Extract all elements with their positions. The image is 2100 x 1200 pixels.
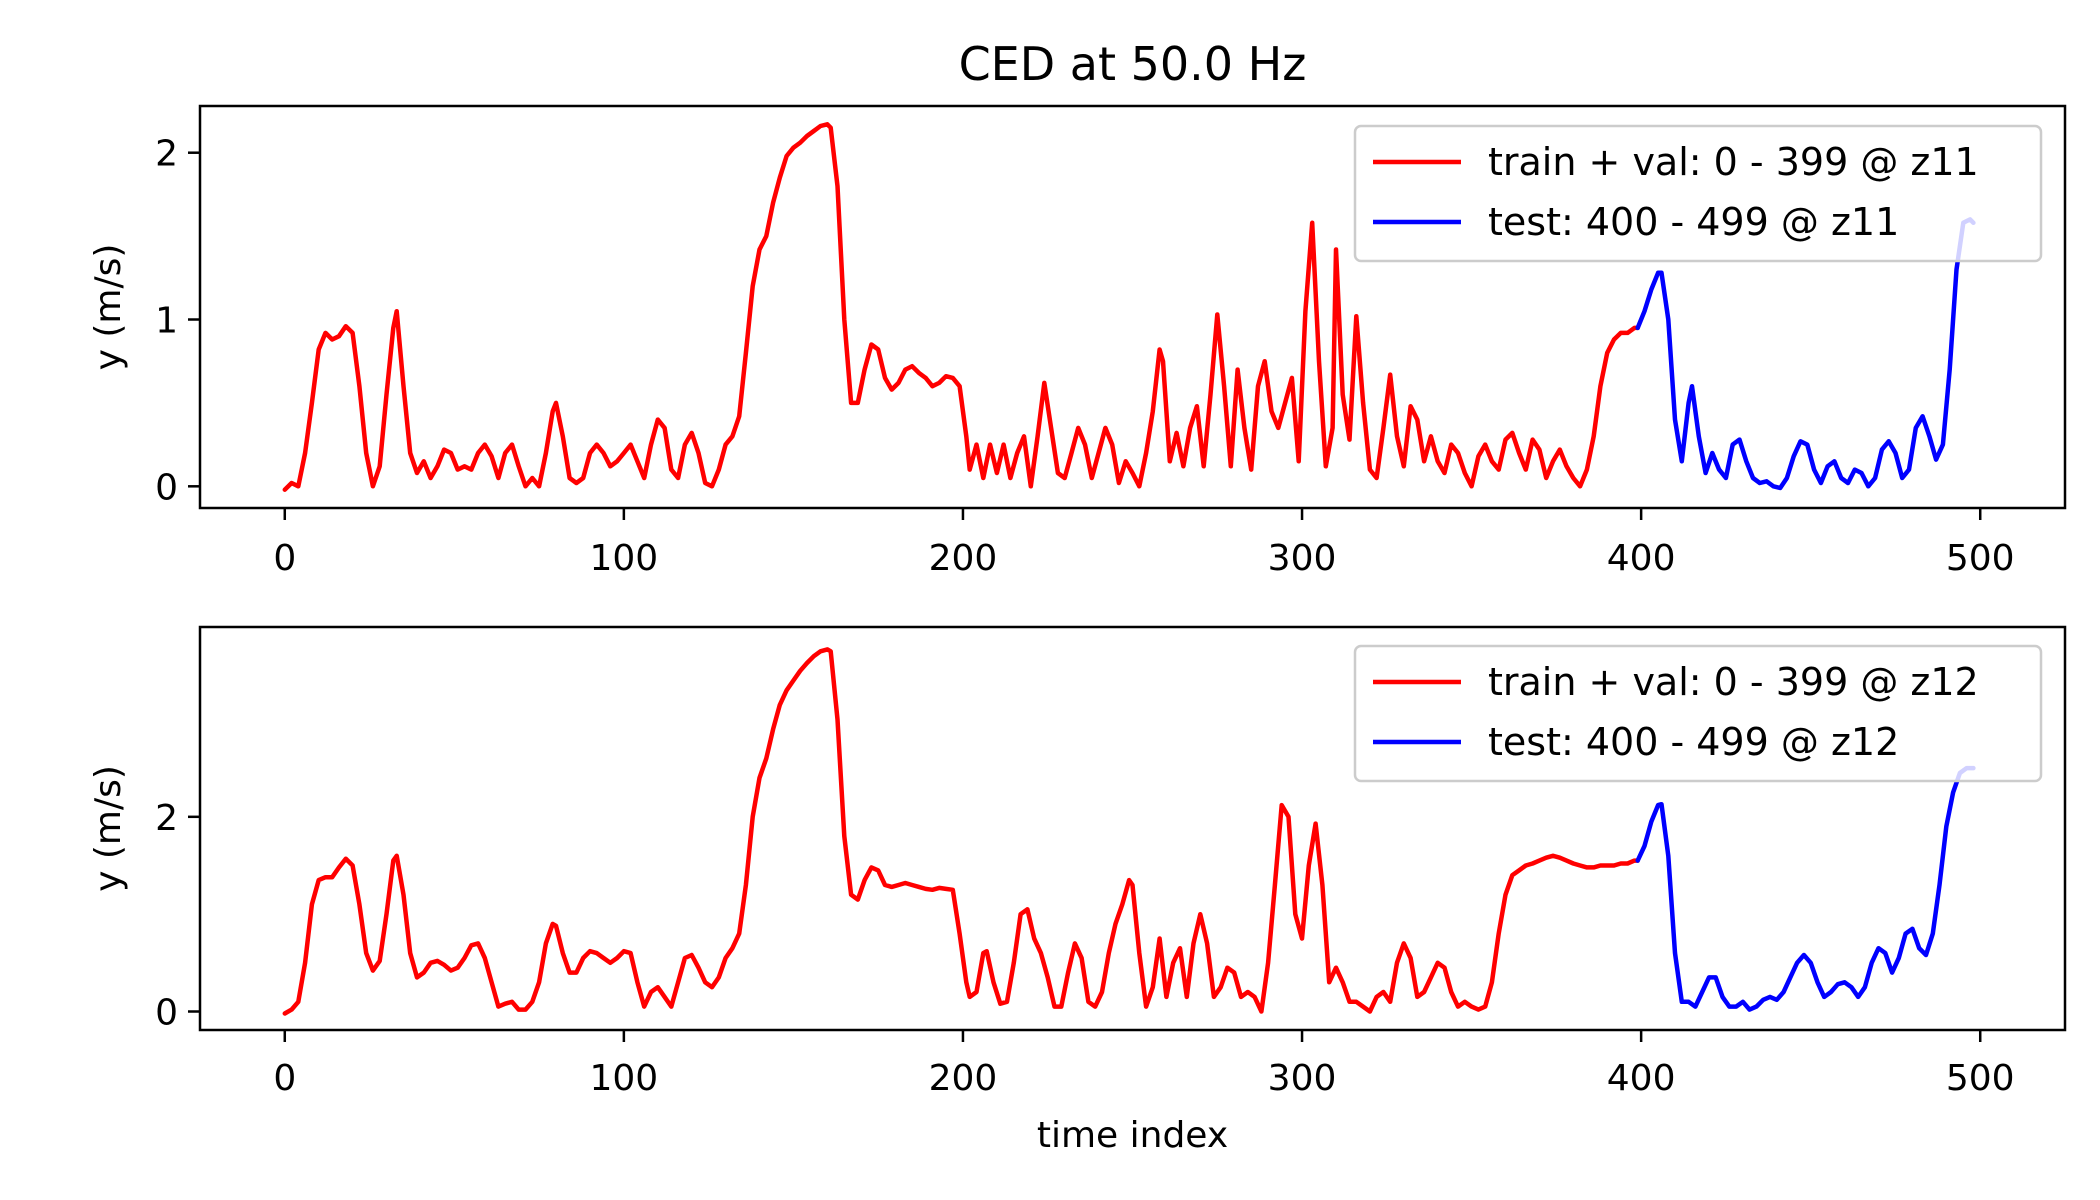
series-line-1 bbox=[282, 647, 1640, 1016]
legend: train + val: 0 - 399 @ z11 test: 400 - 49… bbox=[1353, 124, 2043, 263]
legend-entry: test: 400 - 499 @ z11 bbox=[1488, 200, 1899, 244]
x-tick-label: 400 bbox=[1607, 1058, 1676, 1099]
y-tick-label: 2 bbox=[155, 798, 178, 839]
x-tick-label: 300 bbox=[1268, 538, 1337, 579]
x-axis-label: time index bbox=[1037, 1115, 1228, 1156]
series-line-1 bbox=[282, 122, 1640, 492]
y-tick-label: 2 bbox=[155, 134, 178, 175]
plot-frame bbox=[198, 625, 2067, 1032]
x-tick-label: 200 bbox=[929, 538, 998, 579]
y-tick-label: 0 bbox=[155, 993, 178, 1034]
series-line-2 bbox=[1635, 765, 1976, 1012]
series-line-2 bbox=[1635, 217, 1976, 491]
y-tick-label: 1 bbox=[155, 301, 178, 342]
subplot-2: 0 100 200 300 400 500 0 2 y (m/s) time index train… bbox=[88, 625, 2067, 1156]
chart-title: CED at 50.0 Hz bbox=[959, 37, 1307, 91]
x-tick-label: 100 bbox=[590, 1058, 659, 1099]
x-tick-label: 300 bbox=[1268, 1058, 1337, 1099]
x-tick-label: 100 bbox=[590, 538, 659, 579]
x-tick-label: 500 bbox=[1946, 538, 2015, 579]
x-tick-label: 200 bbox=[929, 1058, 998, 1099]
legend-entry: test: 400 - 499 @ z12 bbox=[1488, 720, 1899, 764]
y-tick-label: 0 bbox=[155, 467, 178, 508]
y-axis-label: y (m/s) bbox=[88, 244, 129, 371]
subplot-1: CED at 50.0 Hz 0 100 200 300 400 500 0 1 2 y (m/s)… bbox=[88, 37, 2067, 579]
legend-entry: train + val: 0 - 399 @ z11 bbox=[1488, 140, 1979, 184]
x-tick-label: 0 bbox=[273, 538, 296, 579]
legend-box bbox=[1353, 644, 2043, 783]
x-tick-label: 500 bbox=[1946, 1058, 2015, 1099]
series-group bbox=[282, 122, 1976, 492]
plot-frame bbox=[198, 104, 2067, 510]
legend-box bbox=[1353, 124, 2043, 263]
y-axis-label: y (m/s) bbox=[88, 765, 129, 892]
series-group bbox=[282, 647, 1976, 1016]
legend-entry: train + val: 0 - 399 @ z12 bbox=[1488, 660, 1979, 704]
x-tick-label: 0 bbox=[273, 1058, 296, 1099]
legend: train + val: 0 - 399 @ z12 test: 400 - 49… bbox=[1353, 644, 2043, 783]
x-tick-label: 400 bbox=[1607, 538, 1676, 579]
